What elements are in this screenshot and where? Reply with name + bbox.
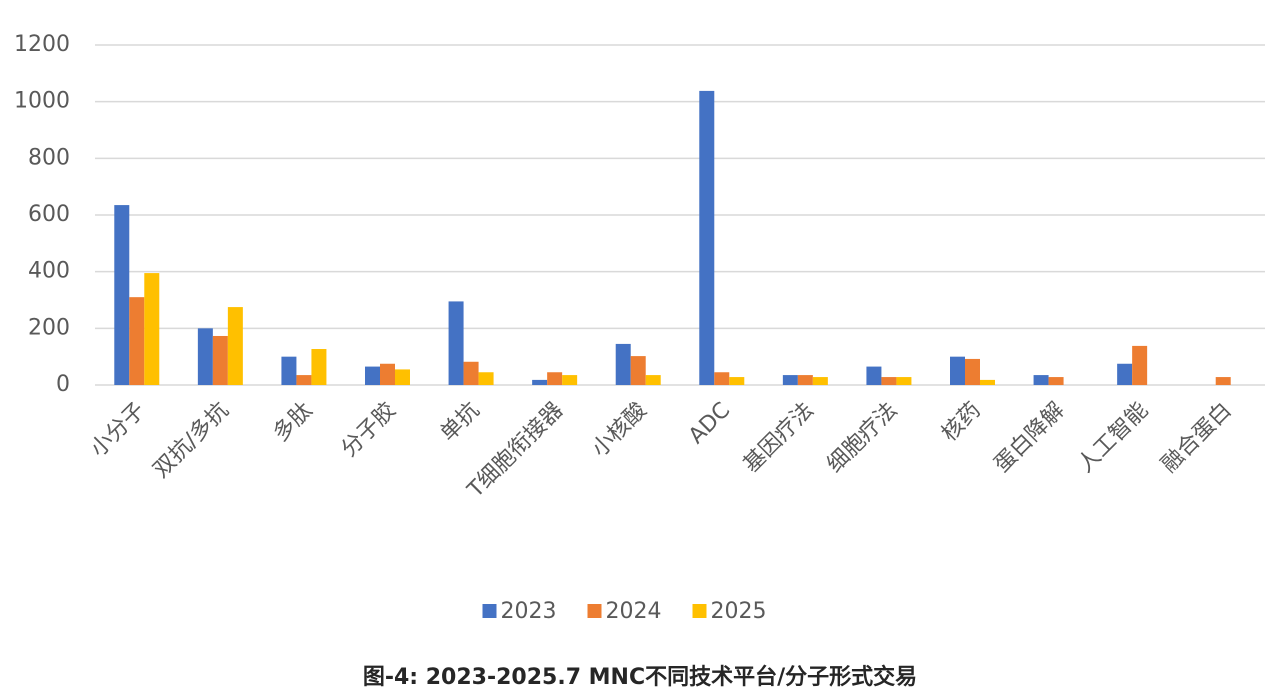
- bar: [980, 379, 995, 385]
- y-tick-label: 200: [28, 315, 70, 340]
- x-tick-label: 分子胶: [337, 398, 401, 462]
- bar: [615, 343, 631, 385]
- bar: [562, 375, 578, 385]
- y-tick-label: 0: [56, 372, 70, 397]
- bar: [1117, 363, 1133, 385]
- bar: [965, 358, 980, 385]
- bar: [896, 377, 912, 385]
- bar: [296, 375, 312, 385]
- x-tick-label: 多肽: [269, 398, 318, 447]
- legend-swatch: [482, 604, 497, 618]
- bar: [812, 377, 828, 385]
- bar: [729, 377, 745, 385]
- bar: [311, 349, 327, 385]
- x-tick-label: ADC: [684, 398, 735, 449]
- bar: [950, 356, 965, 385]
- legend-label: 2024: [606, 599, 662, 624]
- bar: [1215, 377, 1231, 385]
- bar: [547, 372, 563, 385]
- legend-swatch: [587, 604, 602, 618]
- bar: [114, 205, 130, 385]
- y-tick-label: 800: [28, 145, 70, 170]
- bar: [630, 356, 646, 385]
- x-tick-label: 基因疗法: [739, 398, 819, 478]
- x-tick-label: 小分子: [86, 398, 150, 462]
- bar: [448, 301, 464, 385]
- bar: [395, 369, 410, 385]
- bar: [866, 366, 882, 385]
- bar: [797, 375, 813, 385]
- y-tick-label: 1000: [14, 89, 70, 114]
- bar: [645, 375, 661, 385]
- chart-title: 图-4: 2023-2025.7 MNC不同技术平台/分子形式交易: [363, 664, 917, 690]
- legend-label: 2025: [711, 599, 767, 624]
- legend-swatch: [692, 604, 707, 618]
- x-tick-label: 蛋白降解: [990, 398, 1070, 478]
- bar: [212, 335, 228, 385]
- bar: [881, 377, 897, 385]
- x-tick-label: 融合蛋白: [1157, 398, 1237, 478]
- bar: [281, 356, 297, 385]
- x-tick-label: 细胞疗法: [822, 398, 902, 478]
- bar: [144, 273, 160, 385]
- x-tick-label: 单抗: [436, 398, 485, 447]
- bar: [1132, 345, 1148, 385]
- bar: [714, 372, 730, 385]
- bar: [699, 90, 715, 386]
- bar: [1033, 375, 1049, 385]
- bar: [532, 379, 548, 385]
- y-tick-label: 1200: [14, 32, 70, 57]
- bar: [129, 297, 145, 385]
- legend-label: 2023: [501, 599, 557, 624]
- bar: [380, 363, 395, 385]
- bar: [197, 328, 213, 385]
- bar: [782, 375, 798, 385]
- y-tick-label: 400: [28, 259, 70, 284]
- bar: [478, 372, 494, 385]
- x-tick-label: 核药: [937, 398, 986, 447]
- x-tick-label: 人工智能: [1073, 398, 1153, 478]
- bar: [365, 366, 380, 385]
- bar: [1048, 377, 1064, 385]
- x-tick-label: 双抗/多抗: [149, 398, 234, 483]
- y-tick-label: 600: [28, 202, 70, 227]
- bar: [463, 361, 479, 385]
- x-tick-label: 小核酸: [587, 398, 651, 462]
- bar: [227, 307, 243, 385]
